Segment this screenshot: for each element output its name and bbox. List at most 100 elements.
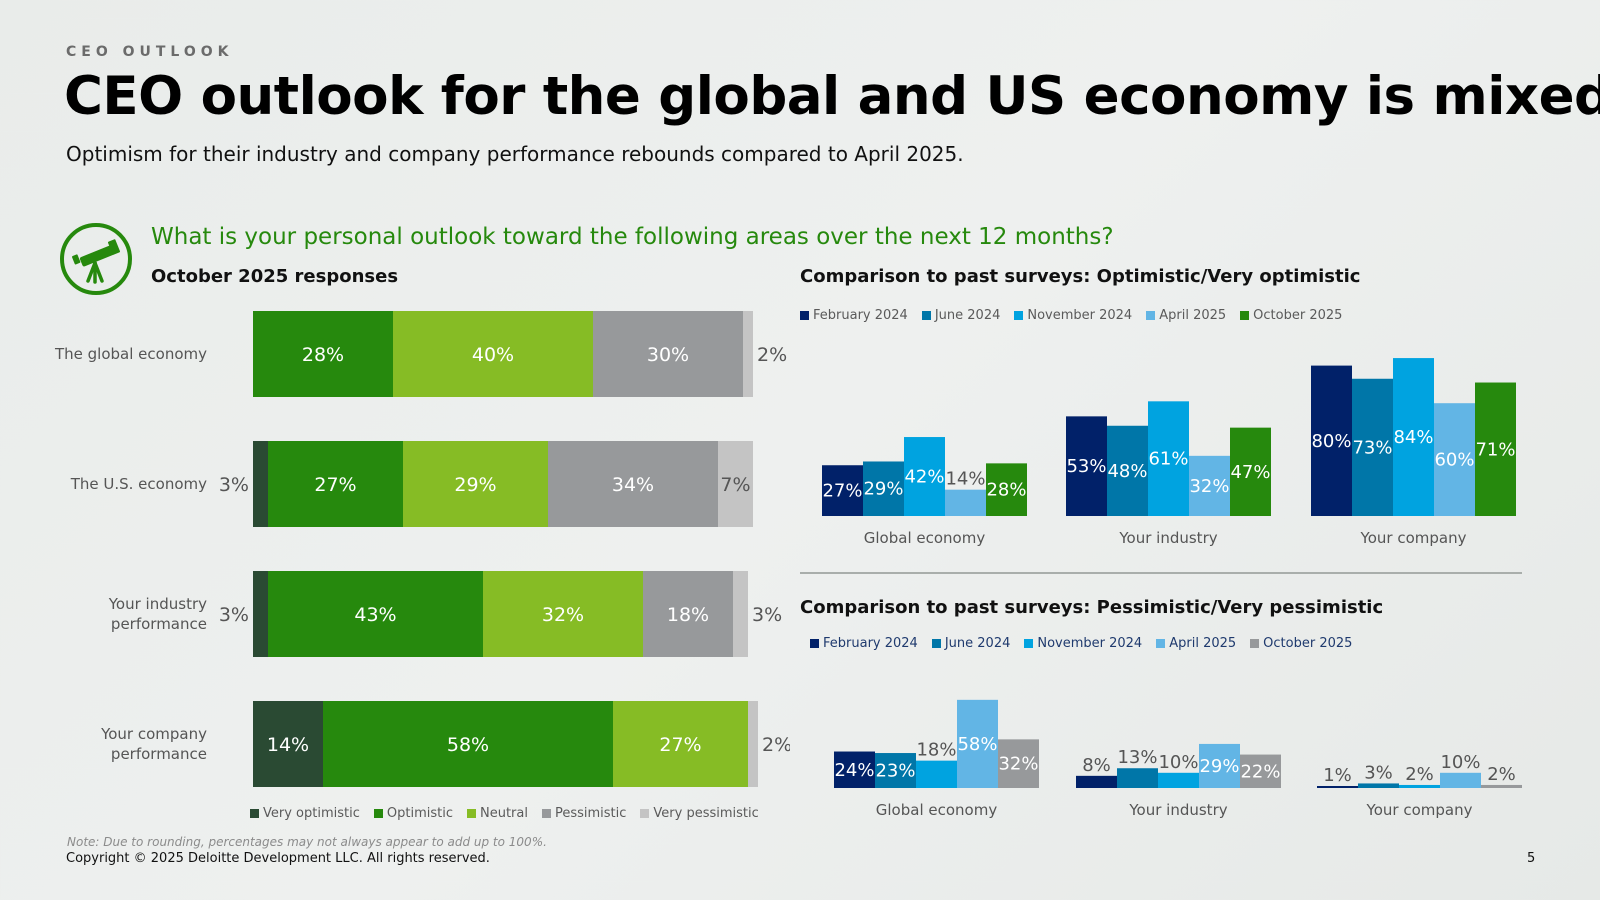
bar-segment (548, 441, 718, 527)
data-label: 34% (612, 474, 654, 496)
data-label: 29% (454, 474, 496, 496)
bar (945, 489, 986, 516)
bar (957, 699, 998, 788)
pessimistic-chart-legend: February 2024 June 2024 November 2024 Ap… (810, 636, 1352, 651)
bar-segment (733, 571, 748, 657)
data-label: 3% (219, 474, 249, 496)
legend-label: October 2025 (1253, 308, 1343, 323)
data-label: 2% (1487, 764, 1516, 785)
legend-swatch (1156, 639, 1166, 648)
bar-segment (613, 701, 748, 787)
data-label: 48% (1107, 461, 1147, 482)
legend-swatch (800, 311, 809, 320)
legend-label: February 2024 (823, 636, 918, 651)
bar-segment (393, 311, 593, 397)
legend-label: April 2025 (1169, 636, 1237, 651)
bar-segment (323, 701, 613, 787)
data-label: 32% (542, 604, 584, 626)
data-label: 43% (354, 604, 396, 626)
bar (1393, 358, 1434, 516)
category-label: Your industry (1128, 801, 1227, 819)
bar-segment (718, 441, 753, 527)
bar-group: 24% 23%18% 58%32% Global economy (834, 699, 1039, 819)
bar-group: 1% 3% 2% 10% 2% Your company (1317, 752, 1522, 819)
data-label: 71% (1475, 439, 1515, 460)
bar (822, 465, 863, 516)
left-chart-title: October 2025 responses (151, 266, 399, 287)
data-label: 10% (1158, 752, 1198, 773)
legend-item: Optimistic (373, 806, 453, 821)
bar (834, 751, 875, 788)
data-label: 14% (267, 734, 309, 756)
footnote: Note: Due to rounding, percentages may n… (67, 835, 547, 849)
bar (1399, 784, 1440, 788)
data-label: 3% (1364, 762, 1393, 783)
bar-segment (268, 571, 483, 657)
bar (1240, 754, 1281, 788)
data-label: 14% (945, 469, 985, 490)
legend-item: April 2025 (1156, 636, 1236, 651)
section-divider (800, 572, 1522, 574)
data-label: 13% (1117, 747, 1157, 768)
data-label: 53% (1066, 456, 1106, 477)
legend-swatch (921, 311, 931, 320)
legend-swatch (810, 639, 819, 648)
legend-item: November 2024 (1014, 308, 1132, 323)
legend-swatch (1146, 311, 1156, 320)
bar (1475, 382, 1516, 516)
data-label: 28% (302, 344, 344, 366)
category-label: Global economy (864, 529, 986, 547)
category-label: The global economy (54, 345, 207, 363)
legend-item: October 2025 (1240, 308, 1342, 323)
bar (1230, 427, 1271, 516)
legend-item: November 2024 (1024, 636, 1142, 651)
data-label: 27% (659, 734, 701, 756)
legend-swatch (466, 809, 476, 818)
legend-item: February 2024 (800, 308, 908, 323)
legend-item: Neutral (466, 806, 528, 821)
bar-segment (253, 441, 268, 527)
data-label: 24% (834, 760, 874, 781)
legend-item: June 2024 (921, 308, 1000, 323)
bar-group: 80% 73% 84%60% 71% Your company (1311, 358, 1516, 547)
legend-label: November 2024 (1037, 636, 1143, 651)
legend-label: Very pessimistic (653, 806, 759, 821)
bar-row: The U.S. economy 3% 27% 29% 34% 7% (70, 441, 753, 527)
legend-swatch (1024, 639, 1034, 648)
data-label: 32% (1189, 476, 1229, 497)
data-label: 23% (875, 761, 915, 782)
data-label: 58% (447, 734, 489, 756)
bar (916, 760, 957, 788)
bar (1358, 783, 1399, 788)
legend-item: October 2025 (1250, 636, 1352, 651)
category-label: Your industry (1118, 529, 1217, 547)
data-label: 30% (647, 344, 689, 366)
category-label: Your company (1366, 801, 1473, 819)
legend-item: April 2025 (1146, 308, 1226, 323)
bar-segment (253, 701, 323, 787)
bar (1311, 365, 1352, 516)
optimistic-chart-legend: February 2024 June 2024 November 2024 Ap… (800, 308, 1342, 323)
legend-swatch (931, 639, 941, 648)
data-label: 61% (1148, 449, 1188, 470)
legend-swatch (1250, 639, 1260, 648)
data-label: 22% (1240, 761, 1280, 782)
bar-group: 27% 29%42% 14%28% Global economy (822, 437, 1027, 547)
bar-row: Your company performance 14% 58% 27% 2% (100, 701, 790, 787)
data-label: 8% (1082, 755, 1111, 776)
data-label: 1% (1323, 765, 1352, 786)
data-label: 2% (1405, 764, 1434, 785)
legend-swatch (541, 809, 551, 818)
legend-item: June 2024 (931, 636, 1010, 651)
data-label: 3% (219, 604, 249, 626)
category-label: Your company performance (100, 725, 207, 763)
bar-row: The global economy 28% 40% 30% 2% (54, 311, 787, 397)
page-subtitle: Optimism for their industry and company … (66, 142, 964, 166)
bar-segment (743, 311, 753, 397)
data-label: 42% (904, 467, 944, 488)
bar-segment (403, 441, 548, 527)
bar (986, 463, 1027, 516)
bar (875, 753, 916, 788)
bar (1440, 772, 1481, 788)
